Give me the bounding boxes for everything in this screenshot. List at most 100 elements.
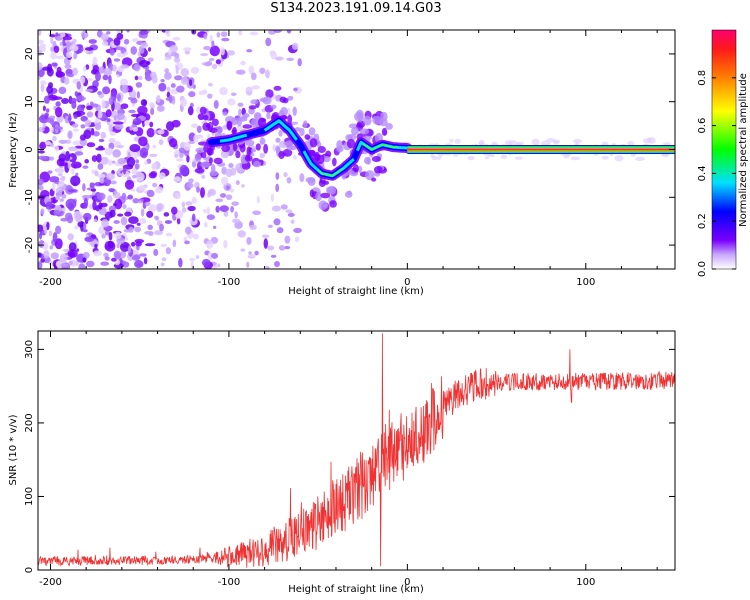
ridge-halo-blob (278, 150, 285, 160)
noise-blob (82, 229, 88, 233)
noise-blob (180, 76, 189, 85)
noise-blob (138, 253, 147, 257)
noise-blob (67, 160, 71, 170)
noise-blob (98, 138, 105, 143)
noise-blob (144, 160, 148, 165)
noise-blob (220, 149, 230, 159)
noise-blob (292, 42, 299, 50)
noise-blob (165, 30, 169, 34)
ridge-halo-blob (207, 148, 212, 156)
noise-blob (67, 233, 74, 241)
noise-blob (38, 252, 42, 258)
ridge-halo-blob (356, 120, 366, 128)
carrier-halo-blob (573, 139, 583, 144)
noise-blob (49, 119, 55, 126)
ridge-halo-blob (211, 118, 219, 127)
noise-blob (174, 153, 178, 158)
carrier-halo-blob (484, 156, 490, 160)
noise-blob (213, 100, 219, 109)
noise-blob (166, 86, 171, 93)
noise-blob (135, 241, 142, 247)
noise-blob (206, 214, 216, 220)
ridge-halo-blob (320, 192, 331, 199)
ridge-halo-blob (385, 123, 393, 130)
x-tick-label: 100 (576, 277, 595, 288)
noise-blob (205, 240, 214, 249)
noise-blob (42, 105, 46, 112)
noise-blob (45, 201, 53, 210)
noise-blob (38, 30, 42, 36)
noise-blob (158, 82, 167, 92)
noise-blob (284, 235, 291, 244)
noise-blob (124, 211, 132, 217)
ridge-halo-blob (199, 106, 207, 115)
x-tick-label: -200 (39, 577, 62, 588)
noise-blob (120, 78, 129, 86)
colorbar: 0.0 0.2 0.4 0.6 0.8 Normalized spectral ampl… (697, 29, 749, 277)
noise-blob (109, 48, 115, 56)
noise-blob (259, 153, 266, 159)
ridge-halo-blob (373, 166, 383, 174)
ridge-halo-blob (326, 186, 334, 194)
noise-blob (40, 208, 45, 215)
noise-blob (47, 170, 53, 174)
noise-blob (183, 236, 188, 242)
snr-y-axis-label: SNR (10 * v/v) (8, 414, 19, 485)
ridge-halo-blob (191, 161, 197, 168)
noise-blob (140, 99, 148, 107)
noise-blob (114, 123, 124, 130)
ridge-halo-blob (266, 111, 271, 120)
ridge-halo-blob (371, 177, 377, 182)
noise-blob (40, 83, 45, 92)
noise-blob (179, 164, 189, 176)
noise-blob (116, 112, 125, 121)
ridge-halo-blob (305, 177, 316, 184)
ridge-core (263, 119, 298, 141)
noise-blob (198, 90, 204, 96)
ridge-peak (362, 142, 399, 151)
noise-blob (171, 119, 181, 128)
noise-blob (69, 44, 79, 52)
noise-blob (66, 51, 72, 59)
colorbar-tick-label: 0.4 (697, 165, 708, 181)
noise-blob (130, 46, 138, 55)
ridge-halo-blob (304, 134, 311, 140)
noise-blob (265, 37, 272, 47)
noise-blob (86, 111, 94, 118)
ridge-halo-blob (263, 143, 269, 154)
noise-blob (52, 196, 56, 204)
noise-blob (246, 261, 250, 268)
noise-blob (80, 124, 86, 129)
noise-blob (150, 107, 155, 116)
noise-blob (139, 217, 147, 225)
ridge-halo-blob (195, 147, 205, 154)
noise-blob (58, 139, 68, 144)
noise-blob (76, 104, 85, 113)
noise-blob (61, 193, 67, 199)
ridge-halo-blob (255, 143, 261, 151)
noise-blob (84, 159, 90, 164)
carrier-halo-blob (430, 153, 435, 158)
noise-blob (148, 231, 154, 237)
y-tick-label: 200 (24, 413, 35, 432)
noise-blob (208, 82, 213, 87)
noise-blob (46, 85, 54, 94)
noise-blob (144, 75, 152, 80)
noise-blob (95, 71, 101, 82)
noise-blob (234, 211, 238, 219)
noise-blob (52, 232, 58, 243)
noise-blob (150, 71, 157, 79)
noise-blob (164, 57, 171, 61)
noise-blob (59, 42, 63, 46)
noise-blob (169, 44, 178, 53)
ridge-halo-blob (250, 148, 257, 153)
noise-blob (284, 245, 291, 250)
ridge-halo-blob (248, 107, 255, 115)
noise-blob (98, 226, 105, 235)
noise-blob (80, 30, 89, 39)
noise-blob (38, 126, 45, 133)
noise-blob (94, 243, 98, 249)
noise-blob (113, 250, 122, 259)
snr-plot: -200 -100 0 100 0 100 200 300 Height of straigh… (8, 330, 676, 595)
noise-blob (58, 180, 65, 186)
